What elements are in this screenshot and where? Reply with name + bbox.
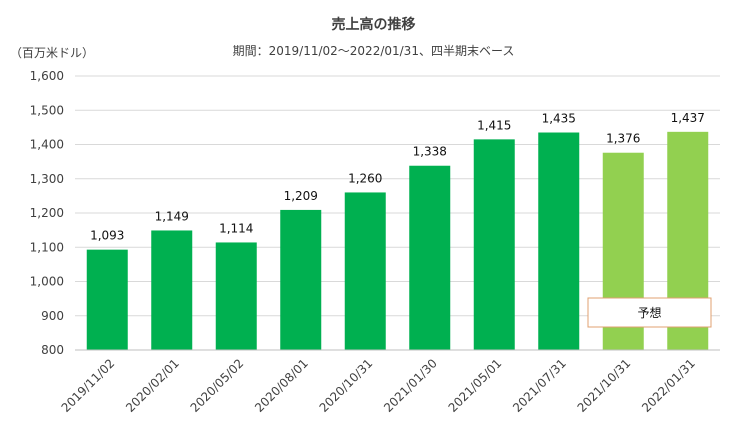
bar [538,132,580,350]
x-tick-label: 2022/01/31 [639,356,698,415]
forecast-annotation-box [587,297,712,328]
bar [280,209,322,350]
bar [473,139,515,350]
data-label: 1,338 [413,145,447,159]
x-tick-label: 2021/07/31 [510,356,569,415]
y-tick-label: 1,200 [30,206,64,220]
x-tick-label: 2020/10/31 [317,356,376,415]
y-tick-label: 900 [41,309,64,323]
y-tick-label: 1,400 [30,138,64,152]
y-tick-label: 1,000 [30,275,64,289]
y-axis-unit-label: （百万米ドル） [10,46,95,60]
data-label: 1,437 [671,111,705,125]
x-tick-label: 2020/02/01 [123,356,182,415]
chart-title: 売上高の推移 [331,17,416,33]
bar [344,192,386,350]
x-tick-label: 2019/11/02 [59,356,118,415]
bar [409,165,451,350]
data-label: 1,260 [348,171,382,185]
y-tick-label: 1,300 [30,172,64,186]
y-tick-label: 1,100 [30,240,64,254]
bar [215,242,257,350]
x-tick-label: 2021/01/30 [381,356,440,415]
data-label: 1,376 [606,132,640,146]
forecast-annotation-label: 予想 [637,305,661,320]
data-label: 1,415 [477,118,511,132]
data-label: 1,114 [219,221,253,235]
y-tick-label: 1,500 [30,103,64,117]
bar [86,249,128,350]
x-tick-label: 2021/05/01 [446,356,505,415]
data-label: 1,093 [90,229,124,243]
data-label: 1,209 [284,189,318,203]
y-tick-label: 800 [41,343,64,357]
x-tick-label: 2020/08/01 [252,356,311,415]
x-tick-label: 2021/10/31 [575,356,634,415]
x-tick-label: 2020/05/02 [188,356,247,415]
data-label: 1,149 [155,209,189,223]
data-label: 1,435 [542,112,576,126]
chart-subtitle: 期間：2019/11/02～2022/01/31、四半期末ベース [232,44,515,58]
y-tick-label: 1,600 [30,69,64,83]
bar [151,230,193,350]
